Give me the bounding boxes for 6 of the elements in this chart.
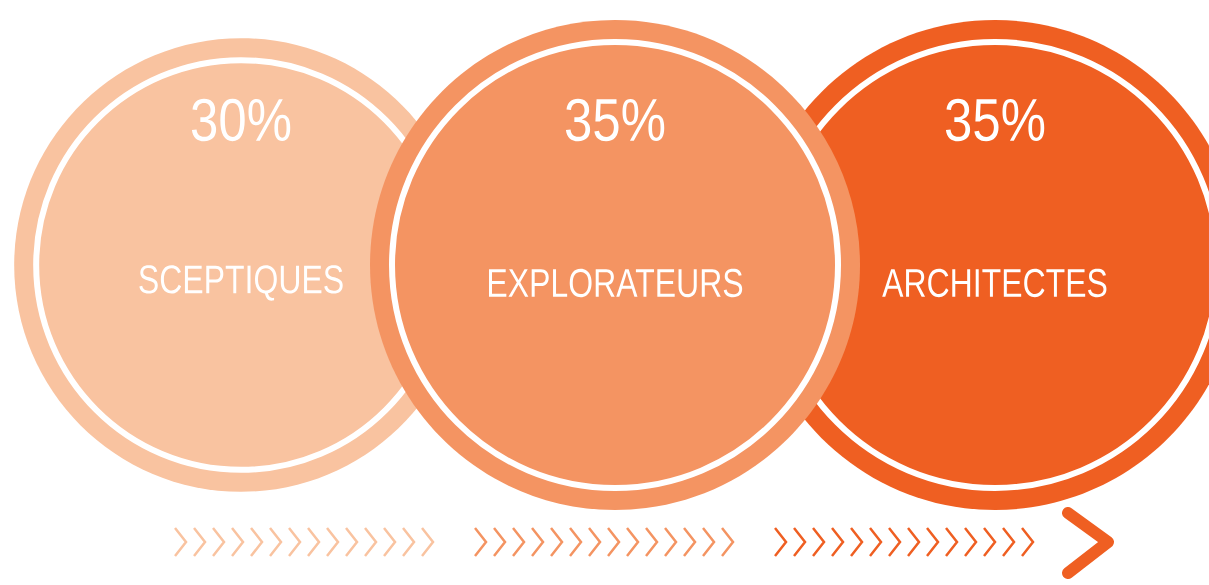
category-label: SCEPTIQUES — [139, 265, 343, 301]
data-label: 30% — [191, 98, 291, 142]
category-label: EXPLORATEURS — [489, 268, 743, 298]
category-label: ARCHITECTES — [882, 268, 1107, 298]
data-label: 35% — [565, 98, 665, 142]
data-label: 35% — [945, 98, 1045, 142]
